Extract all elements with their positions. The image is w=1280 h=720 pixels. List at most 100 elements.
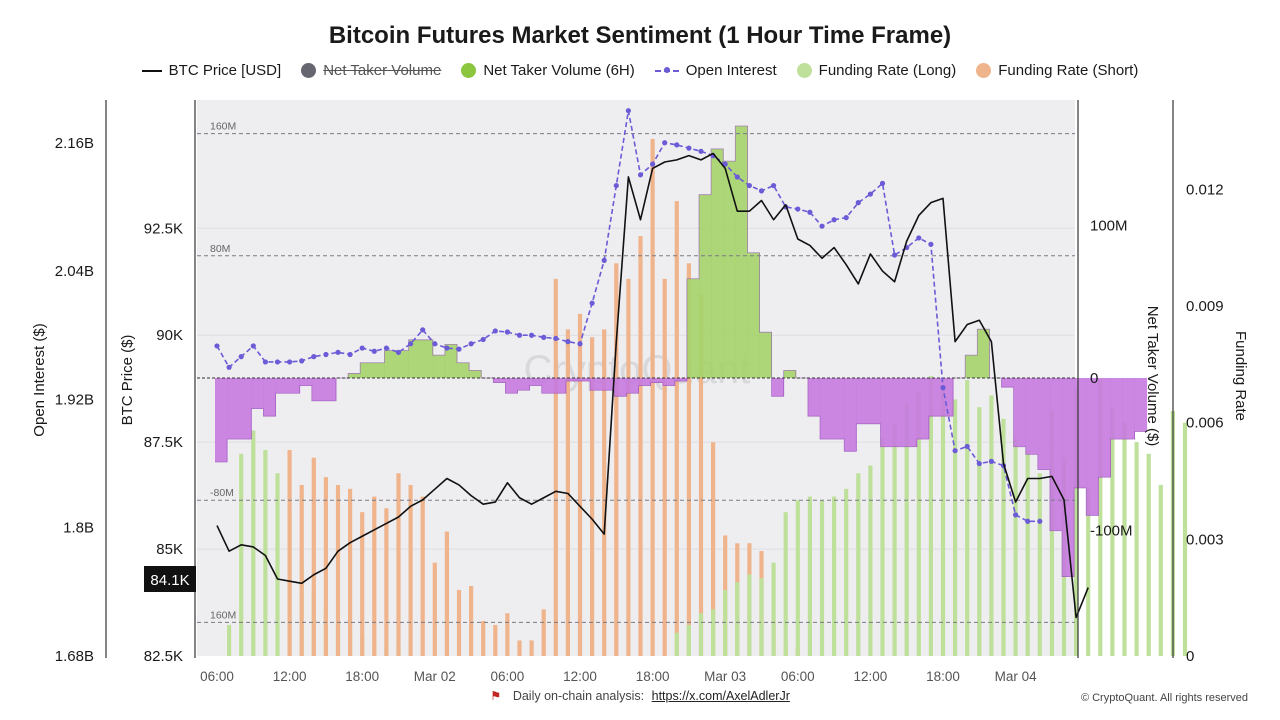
- x-axis-tick: Mar 03: [704, 669, 746, 684]
- open-interest-point: [892, 252, 898, 258]
- open-interest-point: [480, 336, 486, 343]
- funding-long-bar: [904, 403, 909, 656]
- net-taker-volume-negative-step: [493, 378, 506, 383]
- net-taker-volume-positive-step: [444, 344, 458, 378]
- footer-text: Daily on-chain analysis:: [512, 689, 645, 703]
- open-interest-point: [504, 329, 510, 335]
- net-taker-volume-tick: -100M: [1090, 523, 1133, 540]
- funding-rate-tick: 0.012: [1186, 181, 1224, 198]
- legend: BTC Price [USD] Net Taker Volume Net Tak…: [0, 62, 1280, 79]
- funding-short-bar: [686, 263, 691, 656]
- net-taker-volume-positive-step: [432, 355, 446, 378]
- legend-item-funding-rate-long[interactable]: Funding Rate (Long): [796, 62, 956, 79]
- open-interest-point: [553, 335, 559, 342]
- open-interest-point: [734, 174, 740, 180]
- open-interest-point: [758, 188, 765, 194]
- open-interest-point: [541, 334, 547, 340]
- funding-short-bar: [469, 586, 474, 656]
- net-taker-volume-negative-step: [1049, 378, 1063, 531]
- funding-long-bar: [251, 430, 256, 656]
- legend-item-open-interest[interactable]: Open Interest: [654, 62, 777, 79]
- funding-long-bar: [686, 624, 691, 656]
- x-axis-tick: 06:00: [781, 669, 815, 684]
- funding-long-bar: [227, 624, 232, 656]
- btc-price-tick: 87.5K: [144, 434, 183, 451]
- open-interest-point: [613, 182, 619, 189]
- funding-long-bar: [1001, 418, 1006, 656]
- funding-short-bar: [650, 138, 655, 657]
- legend-label: Net Taker Volume: [323, 62, 442, 79]
- line-swatch-icon: [141, 69, 162, 72]
- net-taker-volume-positive-step: [977, 329, 990, 378]
- open-interest-point: [855, 200, 861, 206]
- funding-long-bar: [807, 496, 812, 656]
- open-interest-point: [928, 241, 934, 247]
- legend-item-btc-price[interactable]: BTC Price [USD]: [141, 62, 281, 79]
- funding-long-bar: [1086, 488, 1091, 656]
- open-interest-point: [214, 343, 220, 349]
- open-interest-point: [456, 346, 462, 352]
- net-taker-volume-negative-step: [541, 378, 567, 394]
- open-interest-point: [771, 182, 777, 189]
- net-taker-volume-negative-step: [1013, 378, 1027, 447]
- funding-long-bar: [1158, 484, 1163, 656]
- funding-rate-tick: 0.006: [1186, 415, 1224, 432]
- open-interest-point: [250, 343, 256, 349]
- net-taker-volume-negative-step: [916, 378, 930, 440]
- net-taker-volume-positive-step: [711, 148, 724, 378]
- open-interest-point: [516, 332, 523, 338]
- guide-lines: 160M 80M -80M 160M: [197, 121, 1075, 623]
- funding-short-bar: [590, 337, 595, 656]
- funding-rate-tick: 0.009: [1186, 298, 1224, 315]
- net-taker-volume-negative-step: [807, 378, 821, 417]
- open-interest-point: [843, 215, 849, 221]
- net-taker-volume-axis-title: Net Taker Volume ($): [1144, 306, 1161, 447]
- dot-swatch-icon: [301, 63, 317, 78]
- funding-short-bar: [335, 484, 341, 656]
- funding-short-bar: [602, 329, 607, 656]
- net-taker-volume-positive-step: [348, 373, 361, 378]
- open-interest-tick: 1.92B: [55, 391, 94, 408]
- dot-swatch-icon: [461, 63, 477, 78]
- open-interest-point: [274, 359, 281, 365]
- legend-item-net-taker-volume-6h[interactable]: Net Taker Volume (6H): [461, 62, 635, 79]
- net-taker-volume-negative-step: [263, 378, 276, 417]
- funding-long-bar: [783, 512, 788, 656]
- open-interest-point: [916, 235, 922, 241]
- funding-short-bar: [360, 512, 365, 656]
- net-taker-volume-negative-step: [1001, 378, 1014, 388]
- footer-link[interactable]: https://x.com/AxelAdlerJr: [651, 689, 790, 703]
- open-interest-point: [1013, 512, 1019, 518]
- net-taker-volume-negative-step: [227, 378, 252, 440]
- net-taker-volume-tick: 0: [1090, 370, 1098, 387]
- net-taker-volume-negative-step: [880, 378, 918, 447]
- legend-label: Funding Rate (Short): [998, 62, 1139, 79]
- open-interest-point: [492, 328, 498, 334]
- funding-long-bar: [747, 574, 752, 656]
- chart-title: Bitcoin Futures Market Sentiment (1 Hour…: [328, 22, 952, 49]
- legend-item-funding-rate-short[interactable]: Funding Rate (Short): [976, 62, 1138, 79]
- guide-line-label: -80M: [210, 487, 234, 499]
- open-interest-point: [976, 460, 982, 467]
- guide-line-label: 160M: [210, 609, 236, 621]
- funding-short-bar: [517, 640, 522, 656]
- btc-price-tick: 92.5K: [144, 220, 183, 237]
- copyright: © CryptoQuant. All rights reserved: [1080, 692, 1248, 704]
- open-interest-point: [432, 341, 438, 347]
- gridlines: [197, 227, 1075, 550]
- x-axis-tick: 18:00: [345, 669, 379, 684]
- net-taker-volume-positive-step: [699, 194, 712, 378]
- funding-long-bar: [1037, 473, 1042, 656]
- funding-long-bar: [1122, 422, 1127, 656]
- dot-swatch-icon: [796, 63, 812, 78]
- legend-item-net-taker-volume[interactable]: Net Taker Volume: [301, 62, 441, 79]
- btc-price-tick: 90K: [156, 327, 183, 344]
- open-interest-point: [1037, 518, 1043, 524]
- flag-icon: ⚑: [490, 689, 502, 703]
- btc-price-series: [216, 152, 1089, 619]
- net-taker-volume-negative-step: [1110, 378, 1123, 440]
- funding-long-bar: [832, 496, 837, 656]
- funding-short-bar: [493, 624, 498, 656]
- net-taker-volume-positive-step: [457, 362, 470, 378]
